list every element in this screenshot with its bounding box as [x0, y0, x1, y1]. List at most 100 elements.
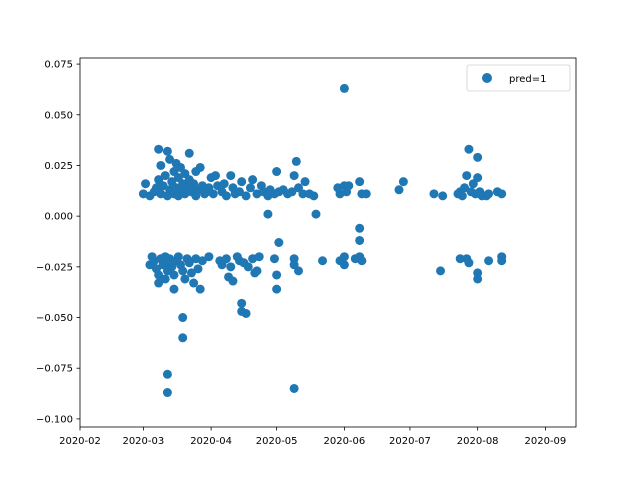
data-point [394, 185, 404, 195]
data-point [300, 177, 310, 187]
legend-box [466, 64, 571, 92]
data-point [355, 235, 365, 245]
data-point [339, 252, 349, 262]
data-point [228, 276, 238, 286]
data-point [210, 171, 220, 181]
legend: pred=1 [466, 64, 571, 92]
axes: 2020-02 2020-03 2020-04 2020-05 2020-06 2020-… [36, 60, 566, 447]
data-point [169, 284, 179, 294]
data-point [219, 179, 229, 189]
data-point [252, 266, 262, 276]
y-tick-label: −0.075 [36, 364, 73, 375]
data-point [154, 270, 164, 280]
data-point [339, 83, 349, 93]
data-point [235, 187, 245, 197]
data-point [180, 274, 190, 284]
data-point [436, 266, 446, 276]
data-point [241, 191, 251, 201]
y-tick-label: −0.025 [36, 262, 73, 273]
x-tick-label: 2020-03 [122, 436, 164, 447]
data-point [289, 171, 299, 181]
data-point [473, 152, 483, 162]
data-point [186, 268, 196, 278]
x-tick-label: 2020-08 [457, 436, 499, 447]
data-point [156, 160, 166, 170]
data-point [208, 189, 218, 199]
data-point [473, 173, 483, 183]
data-point [154, 278, 164, 288]
data-point [272, 167, 282, 177]
x-tick-label: 2020-06 [323, 436, 365, 447]
data-point [291, 156, 301, 166]
data-point [162, 388, 172, 398]
plot-area [80, 58, 576, 427]
data-point [165, 154, 175, 164]
data-point [160, 171, 170, 181]
data-point [226, 262, 236, 272]
data-point [294, 266, 303, 276]
data-point [497, 256, 507, 266]
data-point [184, 148, 194, 158]
data-point [158, 181, 168, 191]
data-point [361, 189, 371, 199]
data-point [298, 189, 308, 199]
data-point [237, 298, 247, 308]
x-tick-label: 2020-02 [59, 436, 101, 447]
data-point [178, 313, 188, 323]
y-tick-label: 0.050 [44, 110, 73, 121]
data-point [263, 209, 273, 219]
data-point [462, 171, 472, 181]
data-point [473, 274, 483, 284]
plot-frame [79, 57, 577, 428]
data-point [344, 181, 354, 191]
x-tick-label: 2020-05 [256, 436, 298, 447]
data-point [484, 189, 494, 199]
data-points [138, 83, 507, 398]
data-point [189, 278, 199, 288]
data-point [429, 189, 439, 199]
data-point [272, 284, 282, 294]
data-point [178, 333, 188, 343]
data-point [438, 191, 448, 201]
data-point [269, 254, 279, 264]
data-point [197, 256, 207, 266]
data-point [141, 179, 151, 189]
data-point [455, 254, 465, 264]
data-point [169, 270, 179, 280]
data-point [311, 209, 321, 219]
data-point [154, 144, 164, 154]
data-point [162, 146, 172, 156]
data-point [254, 252, 264, 262]
legend-label: pred=1 [509, 74, 546, 85]
data-point [173, 252, 183, 262]
x-tick-label: 2020-04 [190, 436, 232, 447]
data-point [204, 252, 214, 262]
data-point [398, 177, 408, 187]
legend-marker [482, 73, 492, 83]
y-tick-label: 0.025 [44, 161, 73, 172]
x-tick-label: 2020-07 [389, 436, 431, 447]
data-point [237, 177, 247, 187]
data-point [464, 144, 474, 154]
y-tick-label: 0.000 [44, 212, 73, 223]
y-tick-label: 0.075 [44, 60, 73, 71]
data-point [309, 191, 319, 201]
data-point [274, 238, 284, 247]
data-point [318, 256, 328, 266]
data-point [195, 284, 205, 294]
data-point [178, 266, 188, 276]
data-point [339, 260, 349, 270]
data-point [226, 171, 236, 181]
data-point [245, 183, 255, 193]
x-tick-label: 2020-09 [525, 436, 567, 447]
data-point [289, 383, 299, 393]
data-point [221, 191, 231, 201]
data-point [355, 223, 365, 233]
data-point [221, 254, 231, 264]
data-point [162, 369, 172, 379]
data-point [287, 187, 297, 197]
data-point [460, 183, 470, 193]
data-point [355, 177, 365, 187]
